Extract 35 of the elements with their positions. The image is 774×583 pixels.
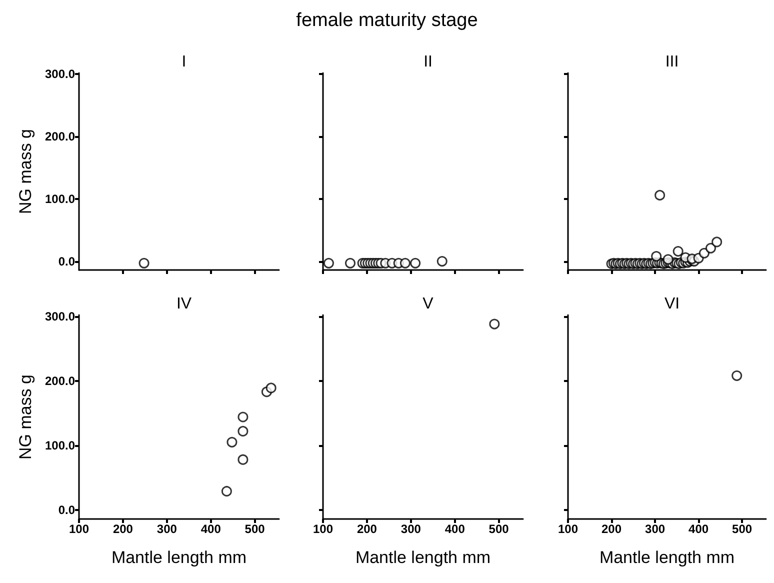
x-axis-title: Mantle length mm xyxy=(355,548,491,567)
x-tick-label: 300 xyxy=(400,522,422,536)
x-tick-label: 500 xyxy=(244,522,266,536)
chart-title: I xyxy=(182,54,186,70)
x-axis-title: Mantle length mm xyxy=(599,548,735,567)
y-tick-label: 300.0 xyxy=(44,309,76,324)
y-tick-label: 100.0 xyxy=(44,192,76,206)
x-tick-label: 100 xyxy=(312,522,334,536)
x-tick-label: 400 xyxy=(200,522,222,536)
y-tick-label: 200.0 xyxy=(44,130,76,144)
x-tick-label: 300 xyxy=(156,522,178,536)
y-tick-label: 200.0 xyxy=(44,374,76,388)
x-axis-title: Mantle length mm xyxy=(111,548,247,567)
x-tick-label: 100 xyxy=(68,522,90,536)
y-tick-label: 300.0 xyxy=(44,67,76,82)
y-tick-label: 0.0 xyxy=(58,254,76,268)
y-axis-title: NG mass g xyxy=(16,374,36,460)
x-tick-label: 200 xyxy=(602,522,622,536)
x-tick-label: 200 xyxy=(356,522,378,536)
x-tick-label: 400 xyxy=(688,522,709,536)
chart-title: V xyxy=(422,296,434,312)
chart-title: IV xyxy=(176,296,192,312)
x-tick-label: 200 xyxy=(112,522,134,536)
y-axis-title: NG mass g xyxy=(16,128,36,214)
x-tick-label: 300 xyxy=(645,522,666,536)
x-tick-label: 500 xyxy=(732,522,752,536)
x-tick-label: 500 xyxy=(488,522,510,536)
chart-title: VI xyxy=(664,296,680,312)
chart-title: III xyxy=(665,54,679,70)
x-tick-label: 400 xyxy=(444,522,466,536)
chart-title: II xyxy=(424,54,432,70)
y-tick-label: 100.0 xyxy=(44,438,76,452)
text: female maturity stage xyxy=(295,10,479,32)
y-tick-label: 0.0 xyxy=(58,502,76,517)
x-tick-label: 100 xyxy=(558,522,578,536)
